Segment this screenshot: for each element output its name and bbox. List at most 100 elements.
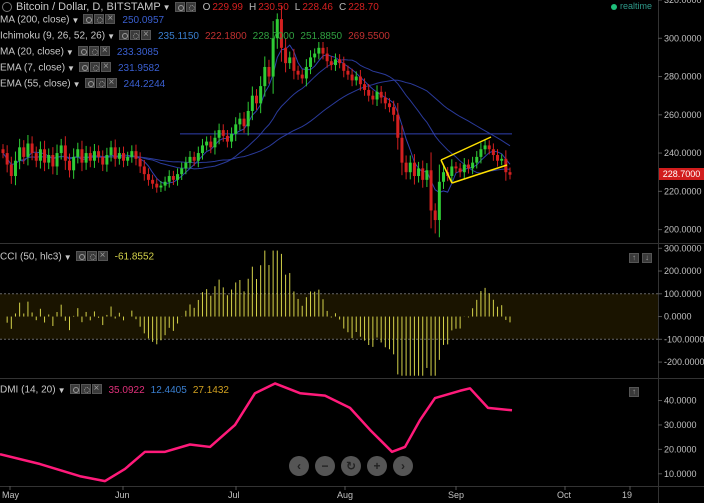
candle-body <box>200 145 204 154</box>
price-channel-drawing[interactable] <box>440 136 508 184</box>
chevron-down-icon[interactable]: ▼ <box>65 47 74 57</box>
candle-body <box>284 47 288 64</box>
ohlc-value: 228.46 <box>302 2 333 13</box>
symbol-title[interactable]: Bitcoin / Dollar, D, BITSTAMP <box>16 1 161 13</box>
close-icon[interactable] <box>97 249 108 263</box>
close-icon[interactable] <box>99 44 110 58</box>
candle-body <box>491 149 495 155</box>
candle-body <box>1 149 5 154</box>
zoom-out-icon[interactable]: ‹ <box>289 456 309 476</box>
ohlc-key: C <box>338 2 347 13</box>
indicator-name[interactable]: EMA (7, close) <box>0 62 66 74</box>
chevron-down-icon[interactable]: ▼ <box>57 385 66 395</box>
candle-body <box>267 66 271 77</box>
dmi-title[interactable]: DMI (14, 20) <box>0 384 56 396</box>
chevron-down-icon[interactable]: ▼ <box>107 31 115 41</box>
candle-body <box>22 147 26 157</box>
indicator-value: 251.8850 <box>300 30 343 42</box>
settings-icon[interactable] <box>86 251 97 262</box>
zoom-in-icon[interactable]: + <box>367 456 387 476</box>
candle-body <box>171 176 175 180</box>
ohlc-key: L <box>294 2 301 13</box>
indicator-value: 231.9582 <box>117 62 160 74</box>
settings-icon[interactable] <box>89 62 100 73</box>
candle-body <box>300 74 304 79</box>
visibility-icon[interactable] <box>118 30 129 41</box>
pane-up-icon[interactable]: ↑ <box>629 253 639 263</box>
visibility-icon[interactable] <box>174 1 185 12</box>
settings-icon[interactable] <box>88 46 99 57</box>
chevron-down-icon[interactable]: ▼ <box>63 252 72 262</box>
reset-icon[interactable]: ↻ <box>341 456 361 476</box>
close-icon[interactable] <box>100 60 111 74</box>
candle-body <box>192 156 196 161</box>
candle-body <box>234 124 238 134</box>
candle-body <box>47 154 51 163</box>
candle-body <box>433 210 437 221</box>
candle-body <box>292 57 296 71</box>
candle-body <box>105 154 109 165</box>
close-icon[interactable] <box>91 382 102 396</box>
settings-icon[interactable] <box>129 30 140 41</box>
close-icon[interactable] <box>105 12 116 26</box>
close-icon[interactable] <box>106 76 117 90</box>
chevron-down-icon[interactable]: ▼ <box>71 15 80 25</box>
chevron-down-icon[interactable]: ▼ <box>67 63 75 73</box>
visibility-icon[interactable] <box>69 384 80 395</box>
dmi-values: 35.0922 12.4405 27.1432 <box>109 385 235 396</box>
pane-up-icon[interactable]: ↑ <box>629 387 639 397</box>
candle-body <box>188 156 192 163</box>
candle-body <box>317 47 321 54</box>
channel-upper-line <box>440 136 492 161</box>
visibility-icon[interactable] <box>75 251 86 262</box>
indicator-name[interactable]: EMA (55, close) <box>0 78 71 90</box>
candle-body <box>417 168 421 177</box>
cci-axis-tick: 300.0000 <box>664 243 702 253</box>
candle-body <box>346 70 350 75</box>
ohlc-value: 228.70 <box>348 2 379 13</box>
channel-left-line <box>440 159 453 184</box>
symbol-collapse-icon[interactable] <box>2 2 12 13</box>
indicator-name[interactable]: MA (200, close) <box>0 14 70 26</box>
cci-title[interactable]: CCI (50, hlc3) <box>0 251 62 263</box>
zoom-out-minus-icon[interactable]: − <box>315 456 335 476</box>
realtime-indicator: realtime <box>610 1 652 11</box>
candle-body <box>246 110 250 127</box>
cci-pane <box>0 250 658 376</box>
indicator-name[interactable]: MA (20, close) <box>0 46 64 58</box>
candle-body <box>13 160 17 177</box>
candle-body <box>97 151 101 157</box>
candle-body <box>72 156 76 171</box>
chevron-down-icon[interactable]: ▼ <box>162 3 171 12</box>
pane-down-icon[interactable]: ↓ <box>642 253 652 263</box>
indicator-row: Ichimoku (9, 26, 52, 26)▼ 235.1150 222.180… <box>0 28 396 44</box>
candle-body <box>167 176 171 182</box>
indicator-row: EMA (7, close)▼ 231.9582 <box>0 60 166 76</box>
time-axis[interactable]: May Jun Jul Aug Sep Oct 19 <box>2 486 632 500</box>
price-axis[interactable]: 320.0000 300.0000 280.0000 260.0000 240.0000… <box>658 0 704 479</box>
visibility-icon[interactable] <box>77 46 88 57</box>
chevron-down-icon[interactable]: ▼ <box>72 79 81 89</box>
candle-body <box>325 53 329 62</box>
settings-icon[interactable] <box>95 78 106 89</box>
visibility-icon[interactable] <box>84 78 95 89</box>
dmi-axis-tick: 10.0000 <box>664 469 697 479</box>
visibility-icon[interactable] <box>83 14 94 25</box>
channel-lower-line <box>451 164 508 184</box>
candle-body <box>80 149 84 163</box>
indicator-name[interactable]: Ichimoku (9, 26, 52, 26) <box>0 30 106 42</box>
settings-icon[interactable] <box>185 1 196 12</box>
candle-body <box>84 153 88 163</box>
close-icon[interactable] <box>140 28 151 42</box>
settings-icon[interactable] <box>94 14 105 25</box>
candle-body <box>500 158 504 161</box>
price-axis-tick: 260.0000 <box>664 110 702 120</box>
time-axis-tick: Jul <box>228 490 240 500</box>
visibility-icon[interactable] <box>78 62 89 73</box>
dmi-pane <box>0 382 513 483</box>
cci-axis-tick: 200.0000 <box>664 266 702 276</box>
scroll-right-icon[interactable]: › <box>393 456 413 476</box>
settings-icon[interactable] <box>80 384 91 395</box>
indicator-row: EMA (55, close)▼ 244.2244 <box>0 76 171 92</box>
